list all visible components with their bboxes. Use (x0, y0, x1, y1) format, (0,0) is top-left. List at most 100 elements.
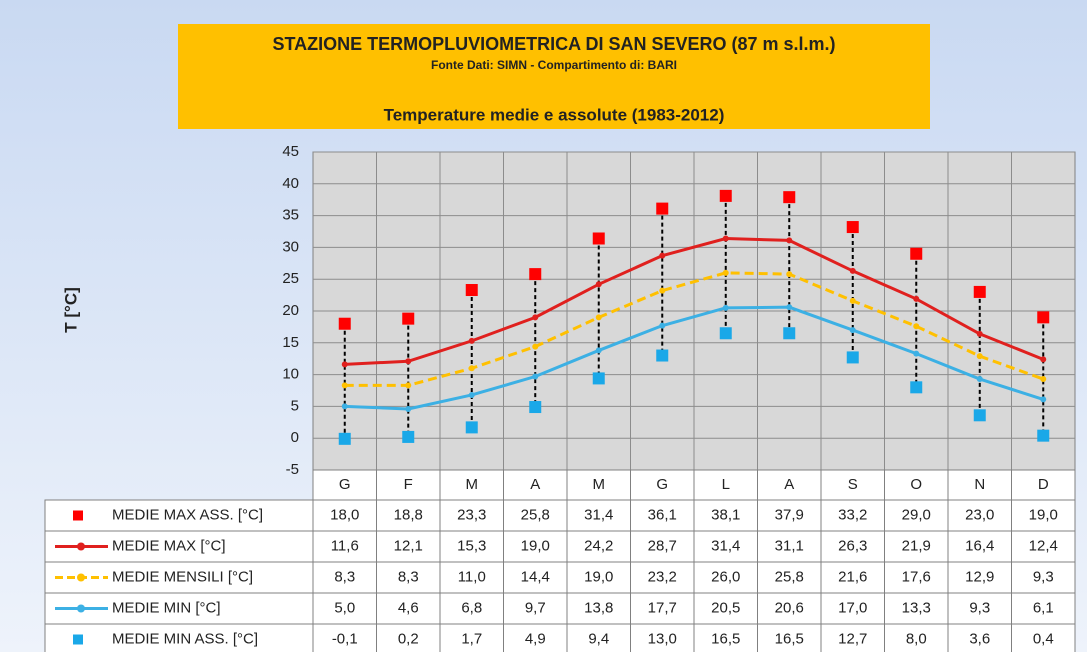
table-cell: 20,5 (711, 599, 740, 616)
x-tick-label: L (722, 476, 730, 493)
x-tick-label: D (1038, 476, 1049, 493)
square-marker (719, 327, 732, 340)
chart-title: Temperature medie e assolute (1983-2012) (384, 105, 725, 124)
title-box (178, 24, 930, 129)
table-cell: 18,0 (330, 506, 359, 523)
point (786, 304, 793, 311)
table-cell: -0,1 (332, 630, 358, 647)
table-cell: 12,4 (1029, 537, 1058, 554)
point (976, 353, 983, 360)
square-marker (973, 285, 986, 298)
square-marker (783, 191, 796, 204)
y-tick-label: 0 (291, 429, 299, 446)
square-marker (656, 349, 669, 362)
table-cell: 17,7 (648, 599, 677, 616)
table-cell: 26,3 (838, 537, 867, 554)
table-cell: 9,3 (1033, 568, 1054, 585)
table-cell: 25,8 (775, 568, 804, 585)
y-tick-label: 5 (291, 397, 299, 414)
point (595, 347, 602, 354)
series-line (344, 271, 1044, 387)
table-row (44, 592, 1076, 625)
table-cell: 5,0 (334, 599, 355, 616)
series-line (344, 236, 1044, 366)
table-cell: 16,4 (965, 537, 994, 554)
square-marker (592, 372, 605, 385)
point (1040, 376, 1047, 383)
table-cell: 37,9 (775, 506, 804, 523)
square-marker (402, 430, 415, 443)
legend-key (77, 542, 85, 551)
table-cell: 23,0 (965, 506, 994, 523)
y-tick-label: -5 (286, 461, 299, 478)
point (1040, 396, 1047, 403)
point (341, 403, 348, 410)
square-marker (338, 432, 351, 445)
x-tick-label: A (784, 476, 794, 493)
point (595, 281, 602, 288)
y-tick-label: 10 (282, 366, 299, 383)
table-cell: 31,4 (711, 537, 740, 554)
point (468, 337, 475, 344)
table-cell: 13,0 (648, 630, 677, 647)
square-marker (529, 268, 542, 281)
table-cell: 4,9 (525, 630, 546, 647)
table-cell: 20,6 (775, 599, 804, 616)
table-cell: 9,7 (525, 599, 546, 616)
table-cell: 29,0 (902, 506, 931, 523)
table-cell: 38,1 (711, 506, 740, 523)
table-cell: 6,8 (461, 599, 482, 616)
table-cell: 0,4 (1033, 630, 1054, 647)
legend-label: MEDIE MAX ASS. [°C] (112, 506, 263, 523)
table-row (44, 561, 1076, 594)
table-cell: 18,8 (394, 506, 423, 523)
table-row (44, 499, 1076, 532)
table-cell: 21,9 (902, 537, 931, 554)
point (341, 361, 348, 368)
x-tick-label: G (339, 476, 351, 493)
table-cell: 33,2 (838, 506, 867, 523)
table-cell: 16,5 (711, 630, 740, 647)
point (532, 373, 539, 380)
table-cell: 8,3 (334, 568, 355, 585)
point (976, 376, 983, 383)
table-cell: 31,4 (584, 506, 613, 523)
table-cell: 9,4 (588, 630, 609, 647)
y-tick-label: 35 (282, 207, 299, 224)
table-cell: 25,8 (521, 506, 550, 523)
legend-label: MEDIE MAX [°C] (112, 537, 226, 554)
square-marker (465, 421, 478, 434)
point (659, 322, 666, 329)
table-row (44, 530, 1076, 563)
table-cell: 11,0 (458, 568, 486, 585)
point (405, 405, 412, 412)
point (405, 358, 412, 365)
table-cell: 19,0 (1029, 506, 1058, 523)
table-cell: 31,1 (775, 537, 804, 554)
point (913, 350, 920, 357)
square-marker (529, 401, 542, 414)
x-tick-label: S (848, 476, 858, 493)
point (976, 330, 983, 337)
table-cell: 15,3 (457, 537, 486, 554)
y-tick-label: 40 (282, 175, 299, 192)
legend-key (77, 573, 85, 582)
x-tick-label: G (656, 476, 668, 493)
x-tick-label: A (530, 476, 540, 493)
y-tick-label: 30 (282, 238, 299, 255)
point (1040, 356, 1047, 363)
point (722, 235, 729, 242)
table-cell: 36,1 (648, 506, 677, 523)
y-tick-label: 20 (282, 302, 299, 319)
square-marker (402, 312, 415, 325)
legend-label: MEDIE MENSILI [°C] (112, 568, 253, 585)
table-cell: 12,9 (965, 568, 994, 585)
table-cell: 12,1 (394, 537, 423, 554)
square-marker (846, 351, 859, 364)
point (405, 382, 412, 389)
legend-label: MEDIE MIN ASS. [°C] (112, 630, 258, 647)
square-marker (719, 189, 732, 202)
table-cell: 24,2 (584, 537, 613, 554)
legend-key (77, 604, 85, 613)
